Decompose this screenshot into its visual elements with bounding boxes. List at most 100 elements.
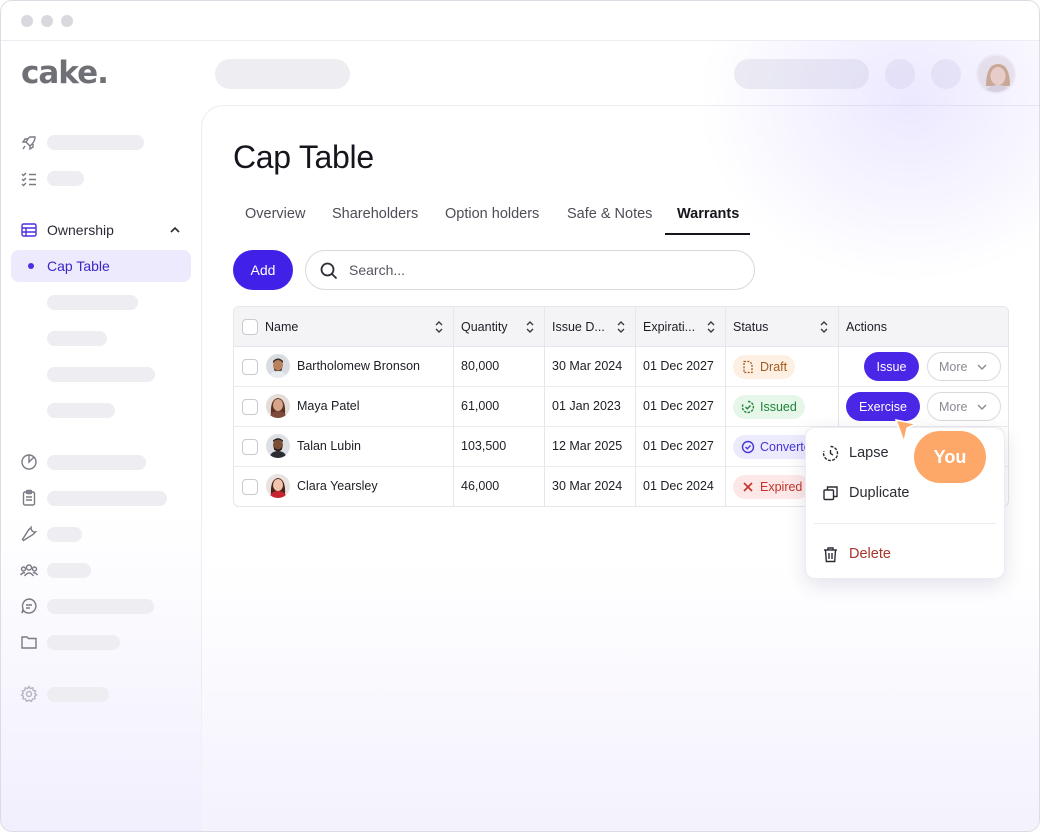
header-placeholder: [215, 59, 350, 89]
sort-icon[interactable]: [616, 320, 626, 334]
checklist-icon[interactable]: [20, 170, 38, 188]
column-divider: [544, 307, 545, 506]
tab-shareholders[interactable]: Shareholders: [332, 206, 419, 222]
sort-icon[interactable]: [819, 320, 829, 334]
search-icon: [319, 261, 339, 281]
sort-icon[interactable]: [434, 320, 444, 334]
chevron-down-icon: [977, 364, 987, 370]
window-close-dot[interactable]: [21, 15, 33, 27]
expired-icon: [743, 482, 753, 492]
issue-date-cell: 01 Jan 2023: [552, 399, 621, 413]
sort-icon[interactable]: [525, 320, 535, 334]
sidebar-subitem-placeholder[interactable]: [47, 403, 115, 418]
menu-item-duplicate[interactable]: Duplicate: [806, 477, 1006, 509]
active-bullet: [28, 263, 34, 269]
lapse-icon: [822, 445, 839, 462]
cake-logo[interactable]: cake.: [21, 55, 109, 91]
users-icon[interactable]: [20, 561, 38, 579]
column-header-issue-date[interactable]: Issue D...: [552, 320, 605, 334]
user-avatar[interactable]: [976, 54, 1016, 94]
tab-safe-notes[interactable]: Safe & Notes: [567, 206, 653, 222]
folder-icon[interactable]: [20, 633, 38, 651]
sidebar-subitem-placeholder[interactable]: [47, 295, 138, 310]
sidebar-item-label: Ownership: [47, 222, 114, 238]
select-all-checkbox[interactable]: [242, 319, 258, 335]
chevron-up-icon[interactable]: [168, 223, 182, 237]
converted-icon: [741, 440, 755, 454]
table-row[interactable]: Bartholomew Bronson 80,000 30 Mar 2024 0…: [234, 347, 1008, 387]
menu-item-delete[interactable]: Delete: [806, 538, 1006, 570]
quantity-cell: 61,000: [461, 399, 500, 413]
window-minimize-dot[interactable]: [41, 15, 53, 27]
column-header-expiration[interactable]: Expirati...: [643, 320, 696, 334]
add-button[interactable]: Add: [233, 250, 293, 290]
clipboard-icon[interactable]: [20, 489, 38, 507]
menu-divider: [814, 523, 996, 524]
status-label: Draft: [760, 360, 788, 374]
more-label: More: [939, 399, 968, 414]
status-label: Expired: [760, 480, 803, 494]
table-row[interactable]: Clara Yearsley 46,000 30 Mar 2024 01 Dec…: [234, 467, 1008, 506]
tab-warrants[interactable]: Warrants: [665, 201, 750, 235]
issue-date-cell: 30 Mar 2024: [552, 359, 623, 373]
name-cell: Talan Lubin: [297, 439, 361, 453]
sidebar-placeholder: [47, 635, 120, 650]
status-badge: Expired: [733, 475, 811, 499]
menu-item-label: Delete: [849, 546, 891, 562]
expiration-cell: 01 Dec 2024: [643, 479, 714, 493]
table-icon: [20, 221, 38, 239]
exercise-button[interactable]: Exercise: [846, 392, 920, 421]
row-checkbox[interactable]: [242, 439, 258, 455]
quantity-cell: 80,000: [461, 359, 500, 373]
header-icon-placeholder[interactable]: [931, 59, 961, 89]
status-label: Converted: [760, 440, 818, 454]
column-divider: [838, 307, 839, 506]
table-row[interactable]: Maya Patel 61,000 01 Jan 2023 01 Dec 202…: [234, 387, 1008, 427]
pie-chart-icon[interactable]: [20, 453, 38, 471]
chat-icon[interactable]: [20, 597, 38, 615]
rocket-icon[interactable]: [20, 134, 38, 152]
quantity-cell: 103,500: [461, 439, 507, 453]
sidebar-placeholder: [47, 491, 167, 506]
more-button[interactable]: More: [927, 392, 1001, 421]
person-avatar: [266, 434, 290, 458]
tab-overview[interactable]: Overview: [245, 206, 306, 222]
sidebar-placeholder: [47, 563, 91, 578]
sidebar-subitem-placeholder[interactable]: [47, 367, 155, 382]
menu-item-lapse[interactable]: Lapse: [806, 437, 1006, 469]
header-icon-placeholder[interactable]: [885, 59, 915, 89]
row-checkbox[interactable]: [242, 359, 258, 375]
sidebar-item-ownership[interactable]: Ownership: [11, 213, 191, 247]
sidebar-item-cap-table[interactable]: Cap Table: [11, 250, 191, 282]
column-header-name[interactable]: Name: [265, 320, 299, 334]
name-cell: Maya Patel: [297, 399, 360, 413]
gear-icon[interactable]: [20, 685, 38, 703]
expiration-cell: 01 Dec 2027: [643, 399, 714, 413]
search-input[interactable]: Search...: [305, 250, 755, 290]
table-row[interactable]: Talan Lubin 103,500 12 Mar 2025 01 Dec 2…: [234, 427, 1008, 467]
column-divider: [725, 307, 726, 506]
collaborator-label: You: [914, 431, 986, 483]
window-maximize-dot[interactable]: [61, 15, 73, 27]
row-checkbox[interactable]: [242, 399, 258, 415]
wrench-icon[interactable]: [20, 525, 38, 543]
sidebar-placeholder: [47, 599, 154, 614]
tab-option-holders[interactable]: Option holders: [445, 206, 540, 222]
expiration-cell: 01 Dec 2027: [643, 439, 714, 453]
issue-button[interactable]: Issue: [864, 352, 919, 381]
sidebar-placeholder: [47, 171, 84, 186]
column-header-actions: Actions: [846, 320, 887, 334]
sidebar-subitem-placeholder[interactable]: [47, 331, 107, 346]
name-cell: Bartholomew Bronson: [297, 359, 420, 373]
quantity-cell: 46,000: [461, 479, 500, 493]
sort-icon[interactable]: [706, 320, 716, 334]
column-header-quantity[interactable]: Quantity: [461, 320, 508, 334]
draft-icon: [743, 360, 753, 374]
sidebar-placeholder: [47, 527, 82, 542]
row-checkbox[interactable]: [242, 479, 258, 495]
name-cell: Clara Yearsley: [297, 479, 378, 493]
status-badge: Issued: [733, 395, 805, 419]
sidebar-placeholder: [47, 687, 109, 702]
more-button[interactable]: More: [927, 352, 1001, 381]
